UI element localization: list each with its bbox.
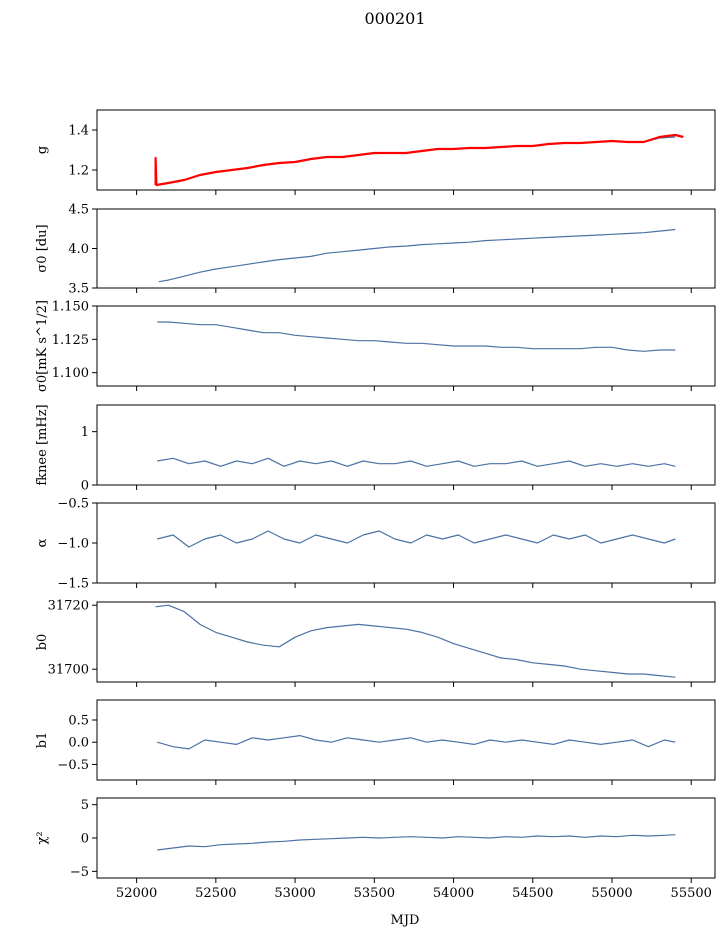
series-line-1 (157, 734, 676, 750)
subplot-4: 0 1 fknee [mHz] (35, 404, 716, 494)
series-line-1 (155, 604, 676, 678)
x-tick-label: 54000 (433, 886, 474, 901)
axes-frame (96, 305, 716, 387)
x-tick-label: 53500 (354, 886, 395, 901)
series-line-1 (157, 321, 676, 352)
y-tick-label: 1 (81, 425, 89, 440)
y-axis-label: α (35, 538, 50, 547)
y-axis-label: g (35, 146, 50, 154)
y-tick-label: 3.5 (68, 282, 89, 297)
x-tick-label: 52000 (116, 886, 157, 901)
x-tick-label: 54500 (512, 886, 553, 901)
y-tick-label: 1.2 (68, 164, 89, 179)
y-tick-label: 5 (81, 798, 89, 813)
y-axis-label: χ² (35, 831, 50, 844)
y-tick-label: 0.0 (68, 736, 89, 751)
y-tick-label: 0.5 (68, 714, 89, 729)
x-tick-label: 52500 (195, 886, 236, 901)
subplots: 1.2 1.4 g 3.5 4.0 4.5 σ0 [du] 1.100 1.125 1.150σ0… (35, 109, 716, 901)
y-axis-label: b1 (35, 732, 50, 749)
y-tick-label: 1.4 (68, 124, 89, 139)
series-line-2 (154, 133, 684, 187)
subplot-6: 31700 31720 b0 (35, 599, 716, 687)
y-tick-label: −0.5 (57, 758, 89, 773)
figure-title: 000201 (364, 9, 425, 28)
series-line-1 (157, 457, 676, 467)
y-tick-label: 0 (81, 479, 89, 494)
series-line-1 (158, 228, 676, 283)
x-tick-label: 55000 (591, 886, 632, 901)
y-axis-label: σ0[mK s^1/2] (35, 300, 50, 392)
y-tick-label: −0.5 (57, 497, 89, 512)
axes-frame (96, 208, 716, 289)
x-tick-label: 53000 (274, 886, 315, 901)
axes-frame (96, 109, 716, 191)
y-tick-label: 1.150 (52, 300, 89, 315)
y-tick-label: 31720 (48, 599, 89, 614)
axes-frame (96, 404, 716, 486)
x-tick-label: 55500 (671, 886, 712, 901)
y-tick-label: 1.125 (52, 333, 89, 348)
y-tick-label: −1.5 (57, 577, 89, 592)
subplot-8: −5 0 5 52000 52500 53000 53500 54000 54500 55000 5… (35, 797, 716, 901)
series-line-1 (157, 834, 676, 851)
axes-frame (96, 797, 716, 879)
y-tick-label: 31700 (48, 663, 89, 678)
subplot-5: −1.5 −1.0 −0.5 α (35, 497, 716, 592)
axes-frame (96, 502, 716, 584)
y-tick-label: −5 (70, 865, 89, 880)
subplot-1: 1.2 1.4 g (35, 109, 716, 195)
x-axis-label: MJD (391, 913, 420, 928)
y-axis-label: b0 (35, 634, 50, 651)
y-tick-label: 0 (81, 832, 89, 847)
subplot-2: 3.5 4.0 4.5 σ0 [du] (35, 203, 716, 297)
y-axis-label: fknee [mHz] (35, 404, 50, 485)
y-tick-label: 4.0 (68, 242, 89, 257)
y-tick-label: 1.100 (52, 366, 89, 381)
axes-frame (96, 699, 716, 781)
subplot-7: −0.5 0.0 0.5 b1 (35, 699, 716, 785)
axes-frame (96, 601, 716, 683)
y-axis-label: σ0 [du] (35, 224, 50, 272)
y-tick-label: −1.0 (57, 537, 89, 552)
series-line-1 (155, 136, 676, 186)
y-tick-label: 4.5 (68, 203, 89, 218)
series-line-1 (157, 530, 676, 548)
